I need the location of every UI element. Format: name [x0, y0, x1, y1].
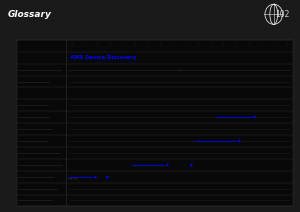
- Text: Glossary: Glossary: [8, 10, 51, 19]
- Text: AMX Device Discovery: AMX Device Discovery: [70, 55, 136, 60]
- Text: 102: 102: [275, 10, 290, 19]
- Text: see the...: see the...: [68, 177, 79, 181]
